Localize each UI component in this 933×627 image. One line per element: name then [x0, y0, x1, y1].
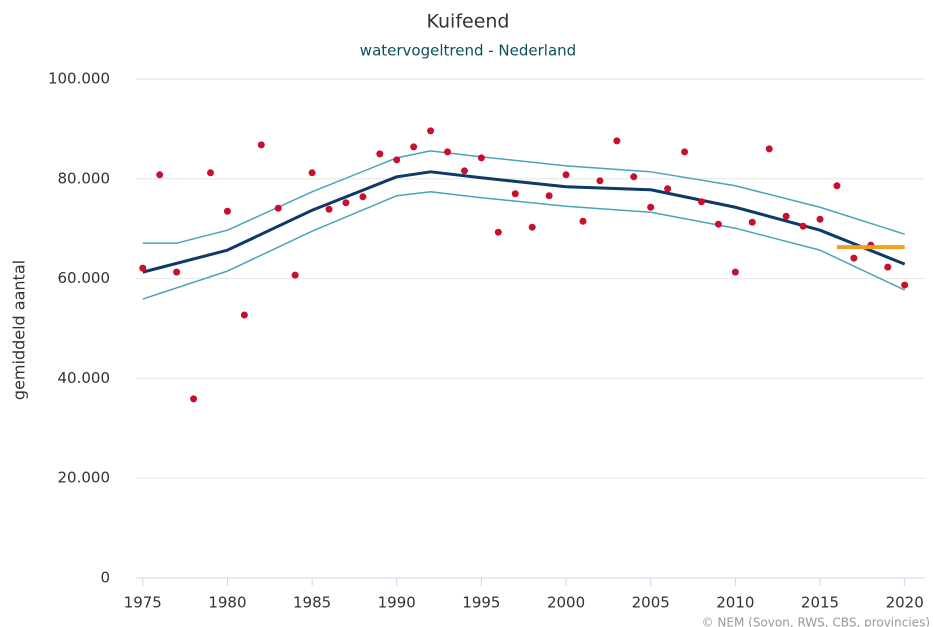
- data-point: [765, 145, 773, 153]
- data-point: [562, 171, 570, 179]
- x-tick-label: 2010: [716, 594, 754, 612]
- credit: © NEM (Sovon, RWS, CBS, provincies): [702, 616, 930, 627]
- data-point: [173, 268, 181, 276]
- y-tick-label: 0: [100, 569, 110, 587]
- data-point: [630, 173, 638, 181]
- y-tick-label: 100.000: [48, 70, 110, 88]
- data-point: [664, 185, 672, 193]
- data-point: [681, 148, 689, 156]
- data-point: [376, 150, 384, 158]
- series-line: [142, 170, 906, 274]
- data-point: [596, 177, 604, 185]
- series-line: [142, 150, 905, 244]
- data-point: [545, 192, 553, 200]
- data-point: [427, 127, 435, 135]
- data-point: [139, 264, 147, 272]
- data-point: [613, 137, 621, 145]
- data-point: [325, 205, 333, 213]
- data-point: [291, 271, 299, 279]
- data-point: [477, 154, 485, 162]
- data-point: [460, 167, 468, 175]
- data-point: [884, 263, 892, 271]
- data-point: [190, 395, 198, 403]
- data-point: [782, 212, 790, 220]
- data-point: [579, 217, 587, 225]
- x-tick-label: 1995: [462, 594, 500, 612]
- chart-title: Kuifeend: [426, 11, 509, 33]
- x-tick-label: 1975: [124, 594, 162, 612]
- data-point: [528, 223, 536, 231]
- x-tick-label: 2005: [632, 594, 670, 612]
- data-point: [833, 182, 841, 190]
- data-point: [410, 143, 418, 151]
- data-point: [714, 220, 722, 228]
- data-point: [257, 141, 265, 149]
- data-point: [240, 311, 248, 319]
- y-tick-label: 60.000: [58, 269, 111, 287]
- data-point: [393, 156, 401, 164]
- data-point: [308, 169, 316, 177]
- data-point: [156, 171, 164, 179]
- data-point: [731, 268, 739, 276]
- data-point: [444, 148, 452, 156]
- x-tick-label: 1990: [378, 594, 416, 612]
- data-point: [359, 193, 367, 201]
- x-tick-label: 2015: [801, 594, 839, 612]
- data-point: [647, 203, 655, 211]
- x-tick-label: 1985: [293, 594, 331, 612]
- y-tick-label: 80.000: [58, 169, 111, 187]
- data-point: [223, 207, 231, 215]
- data-point: [748, 218, 756, 226]
- data-point: [274, 204, 282, 212]
- x-tick-label: 1980: [208, 594, 246, 612]
- data-point: [850, 254, 858, 262]
- data-point: [342, 199, 350, 207]
- x-tick-label: 2020: [886, 594, 924, 612]
- data-point: [494, 228, 502, 236]
- chart-subtitle: watervogeltrend - Nederland: [360, 42, 576, 60]
- data-point: [901, 281, 909, 289]
- series-line: [142, 191, 906, 300]
- y-axis-label: gemiddeld aantal: [10, 260, 29, 400]
- data-point: [698, 198, 706, 206]
- data-point: [816, 215, 824, 223]
- y-tick-label: 40.000: [58, 369, 111, 387]
- data-point: [799, 222, 807, 230]
- data-point: [511, 190, 519, 198]
- y-tick-label: 20.000: [58, 469, 111, 487]
- x-tick-label: 2000: [547, 594, 585, 612]
- data-point: [206, 169, 214, 177]
